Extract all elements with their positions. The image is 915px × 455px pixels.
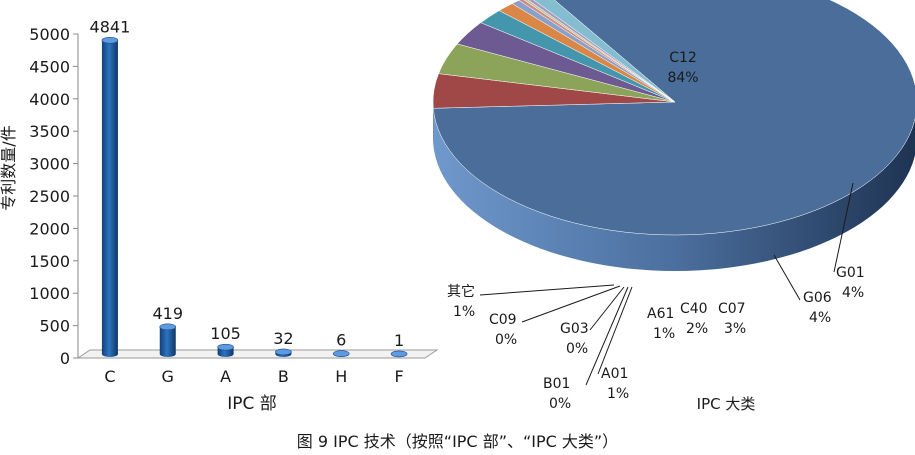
slice-label-B01: B01: [543, 376, 570, 392]
bar-data-label: 419: [152, 304, 183, 323]
bar-A: 105: [210, 324, 241, 357]
slice-label-C12: C12: [669, 50, 697, 66]
leader-C09: [521, 285, 621, 323]
bar-cap: [159, 323, 177, 331]
leader-G03: [589, 286, 625, 331]
pie-slice-C09: [527, 0, 676, 103]
bar-data-label: 1: [394, 331, 404, 350]
bar-F: 1: [390, 331, 408, 358]
slice-label-C07: C07: [718, 301, 746, 317]
bar-cap: [101, 37, 119, 44]
y-tick-label: 2500: [29, 187, 70, 206]
y-tick-label: 3500: [29, 122, 70, 141]
pie-slices: [432, 0, 915, 236]
pie-title: IPC 大类: [697, 395, 756, 413]
y-tick-label: 2000: [29, 219, 70, 238]
y-tick-label: 5000: [29, 25, 70, 44]
x-axis-title: IPC 部: [227, 394, 277, 414]
chart-floor-plane: [76, 349, 439, 359]
figure-caption: 图 9 IPC 技术（按照“IPC 部”、“IPC 大类”）: [296, 432, 619, 451]
chart-floor: [76, 349, 439, 359]
slice-label-A01: A01: [601, 366, 628, 382]
bar-series: 4841 419 105 32 6 1: [90, 17, 408, 358]
y-tick-label: 0: [60, 349, 70, 368]
pie-slice-其它: [533, 0, 676, 103]
slice-label-其它: 其它: [447, 283, 475, 300]
bar-data-label: 4841: [90, 17, 131, 36]
y-axis: 0 500 1000 1500 2000 2500 3000 3500 4000 4500 5000: [29, 25, 79, 368]
bar-data-label: 6: [336, 331, 346, 350]
y-tick-label: 1000: [29, 284, 70, 303]
bar-body: [101, 40, 118, 358]
bar-H: 6: [332, 331, 350, 357]
pie-labels: C12 84% G01 4% G06 4% C07 3% C40 2% A61 1% A01 1% B01 0…: [447, 50, 865, 412]
x-tick-label: F: [394, 367, 403, 386]
slice-label-C40: C40: [680, 301, 708, 317]
slice-label-G03: G03: [560, 321, 589, 337]
x-tick-label: G: [162, 367, 174, 386]
bar-B: 32: [273, 329, 294, 357]
leader-其它: [479, 284, 615, 296]
pie-chart: C12 84% G01 4% G06 4% C07 3% C40 2% A61 1% A01 1% B01 0…: [432, 0, 915, 413]
slice-pct-C40: 2%: [686, 321, 708, 337]
pie-side-wall: [433, 102, 915, 271]
leader-B01: [585, 286, 629, 386]
slice-label-G06: G06: [803, 290, 832, 306]
bar-C: 4841: [90, 17, 131, 358]
y-tick-label: 4000: [29, 90, 70, 109]
slice-label-A61: A61: [647, 306, 674, 322]
y-tick-label: 4500: [29, 57, 70, 76]
leader-G01: [833, 182, 854, 273]
x-tick-label: B: [278, 367, 289, 386]
bar-cap: [275, 348, 292, 356]
bar-cap: [332, 350, 350, 357]
slice-pct-C09: 0%: [495, 332, 517, 348]
pie-side-walls: [433, 102, 915, 271]
slice-pct-C07: 3%: [724, 321, 746, 337]
x-tick-label: A: [220, 367, 231, 386]
y-axis-title: 专利数量/件: [0, 125, 18, 210]
slice-pct-C12: 84%: [667, 70, 698, 86]
y-tick-label: 1500: [29, 252, 70, 271]
leader-A01: [597, 286, 633, 375]
pie-slice-B01: [518, 0, 676, 103]
bar-G: 419: [152, 304, 183, 357]
slice-pct-B01: 0%: [549, 396, 571, 412]
slice-label-C09: C09: [489, 312, 517, 328]
slice-pct-A01: 1%: [607, 386, 629, 402]
x-tick-label: C: [104, 367, 115, 386]
slice-pct-G03: 0%: [566, 341, 588, 357]
y-tick-label: 500: [39, 317, 70, 336]
slice-pct-G01: 4%: [842, 285, 864, 301]
bar-chart: 0 500 1000 1500 2000 2500 3000 3500 4000 4500 5000…: [0, 17, 439, 414]
slice-pct-G06: 4%: [809, 310, 831, 326]
bar-data-label: 32: [273, 329, 293, 348]
y-tick-label: 3000: [29, 155, 70, 174]
bar-cap: [390, 350, 408, 358]
slice-pct-A61: 1%: [653, 326, 675, 342]
bar-cap: [217, 343, 234, 351]
slice-pct-其它: 1%: [453, 304, 475, 320]
bar-data-label: 105: [210, 324, 241, 343]
pie-slice-C12: [432, 0, 915, 236]
x-tick-label: H: [335, 367, 347, 386]
slice-label-G01: G01: [836, 265, 865, 281]
leader-G06: [773, 254, 801, 301]
bar-body: [159, 326, 176, 357]
pie-leader-lines: [479, 182, 854, 386]
